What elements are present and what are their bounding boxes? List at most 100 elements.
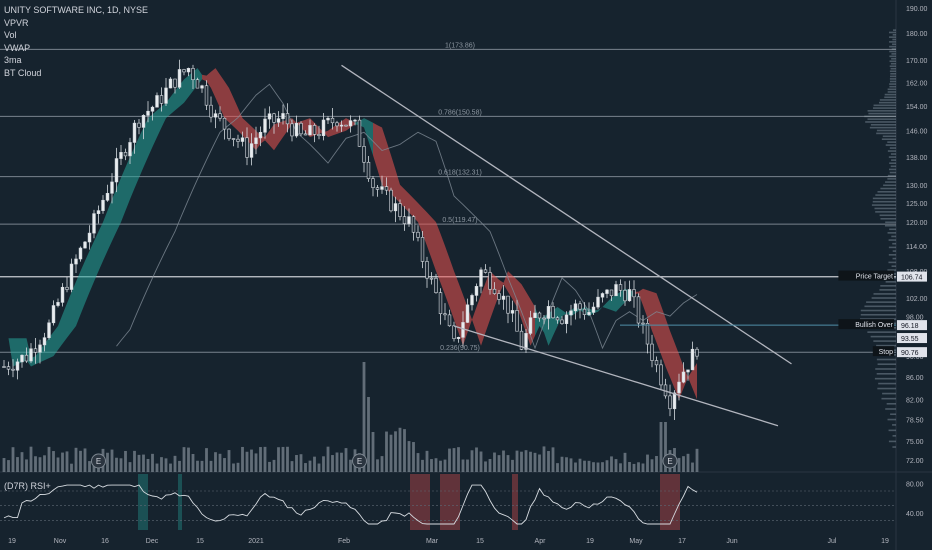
- chart-legend: UNITY SOFTWARE INC, 1D, NYSE VPVR Vol VW…: [4, 4, 148, 79]
- candle-body: [96, 210, 101, 214]
- y-tick-label: 86.00: [906, 375, 924, 382]
- volume-bar: [520, 451, 523, 472]
- vpvr-bar: [873, 340, 896, 342]
- volume-bar: [367, 397, 370, 472]
- candle-body: [587, 312, 591, 315]
- volume-bar: [601, 462, 604, 472]
- vpvr-bar: [882, 135, 896, 138]
- candle-body: [461, 322, 465, 338]
- indicator-vpvr[interactable]: VPVR: [4, 17, 29, 28]
- volume-bar: [475, 447, 478, 472]
- candle-body: [308, 125, 312, 136]
- candle-body: [366, 161, 371, 179]
- x-tick-label: Feb: [338, 538, 350, 545]
- rsi-line: [3, 484, 698, 525]
- volume-bar: [560, 456, 564, 472]
- volume-bar: [214, 452, 217, 472]
- candle-body: [353, 119, 357, 122]
- candle-body: [681, 371, 686, 383]
- volume-bar: [133, 450, 136, 472]
- x-tick-label: 19: [881, 538, 889, 545]
- volume-bar: [637, 462, 640, 472]
- vpvr-bar: [888, 246, 896, 249]
- volume-bar: [245, 451, 249, 472]
- y-tick-label: 154.00: [906, 104, 928, 111]
- candle-body: [303, 133, 308, 136]
- vpvr-bar: [887, 418, 896, 421]
- volume-bar: [610, 456, 613, 472]
- volume-bar: [403, 429, 406, 472]
- candle-body: [213, 113, 218, 118]
- fib-label: 0.618(132.31): [438, 170, 482, 177]
- candle-body: [51, 305, 56, 324]
- vpvr-bar: [875, 211, 896, 213]
- price-tag-bg: [897, 271, 927, 282]
- volume-bar: [565, 457, 568, 472]
- candle-body: [137, 122, 141, 128]
- volume-bar: [511, 459, 514, 472]
- volume-bar: [209, 460, 213, 472]
- candle-body: [645, 323, 650, 345]
- vpvr-bar: [873, 293, 896, 295]
- candle-body: [114, 158, 119, 183]
- vpvr-bar: [878, 101, 896, 104]
- volume-bar: [430, 459, 433, 472]
- candle-body: [659, 364, 663, 386]
- candle-body: [407, 216, 411, 224]
- candle-body: [92, 213, 96, 234]
- x-tick-label: 15: [476, 538, 484, 545]
- x-tick-label: Nov: [54, 538, 67, 545]
- indicator-vol[interactable]: Vol: [4, 30, 17, 40]
- y-tick-label: 190.00: [906, 6, 928, 13]
- candle-body: [632, 289, 636, 298]
- candle-body: [479, 269, 483, 287]
- volume-bar: [439, 460, 442, 472]
- candle-body: [483, 269, 488, 273]
- rsi-title[interactable]: (D7R) RSI+: [4, 481, 51, 491]
- vpvr-bar: [867, 110, 896, 112]
- candle-body: [677, 381, 681, 394]
- price-tag-text: 106.74: [901, 275, 923, 282]
- candle-body: [15, 361, 20, 371]
- candle-body: [177, 69, 182, 88]
- candle-body: [569, 310, 573, 316]
- vpvr-bar: [889, 65, 896, 68]
- indicator-vwap[interactable]: VWAP: [4, 42, 31, 53]
- vpvr-bar: [870, 335, 896, 338]
- vpvr-bar: [874, 377, 896, 380]
- vpvr-bar: [860, 313, 896, 316]
- volume-bar: [493, 452, 496, 472]
- candle-body: [618, 284, 623, 291]
- indicator-bt-cloud[interactable]: BT Cloud: [4, 67, 42, 78]
- x-tick-label: 2021: [248, 538, 264, 545]
- candle-body: [83, 241, 87, 249]
- candle-body: [690, 348, 695, 371]
- candle-body: [506, 295, 510, 314]
- volume-bar: [25, 459, 28, 472]
- volume-bar: [182, 447, 186, 472]
- vpvr-bar: [888, 239, 896, 241]
- y-tick-label: 114.00: [906, 244, 927, 251]
- vpvr-bar: [889, 147, 896, 149]
- vpvr-bar: [876, 358, 896, 361]
- candle-body: [150, 106, 155, 112]
- volume-bar: [241, 446, 244, 472]
- volume-bar: [200, 460, 204, 472]
- vpvr-bar: [872, 200, 896, 203]
- candle-body: [312, 125, 317, 135]
- x-axis: 19 Nov 16 Dec 15 2021 Feb Mar 15 Apr 19 May 17 Jun Jul…: [8, 538, 889, 545]
- candle-body: [330, 117, 335, 124]
- volume-bar: [286, 446, 289, 472]
- indicator-3ma[interactable]: 3ma: [4, 55, 22, 65]
- vpvr-bar: [892, 446, 896, 448]
- volume-bar: [83, 448, 87, 472]
- vpvr-bar: [891, 57, 896, 60]
- candle-body: [231, 138, 236, 140]
- volume-bar: [628, 462, 631, 472]
- vpvr-bar: [889, 36, 896, 38]
- volume-bar: [178, 460, 181, 472]
- volume-bar: [506, 455, 510, 472]
- volume-bar: [623, 452, 627, 472]
- candle-body: [74, 258, 78, 265]
